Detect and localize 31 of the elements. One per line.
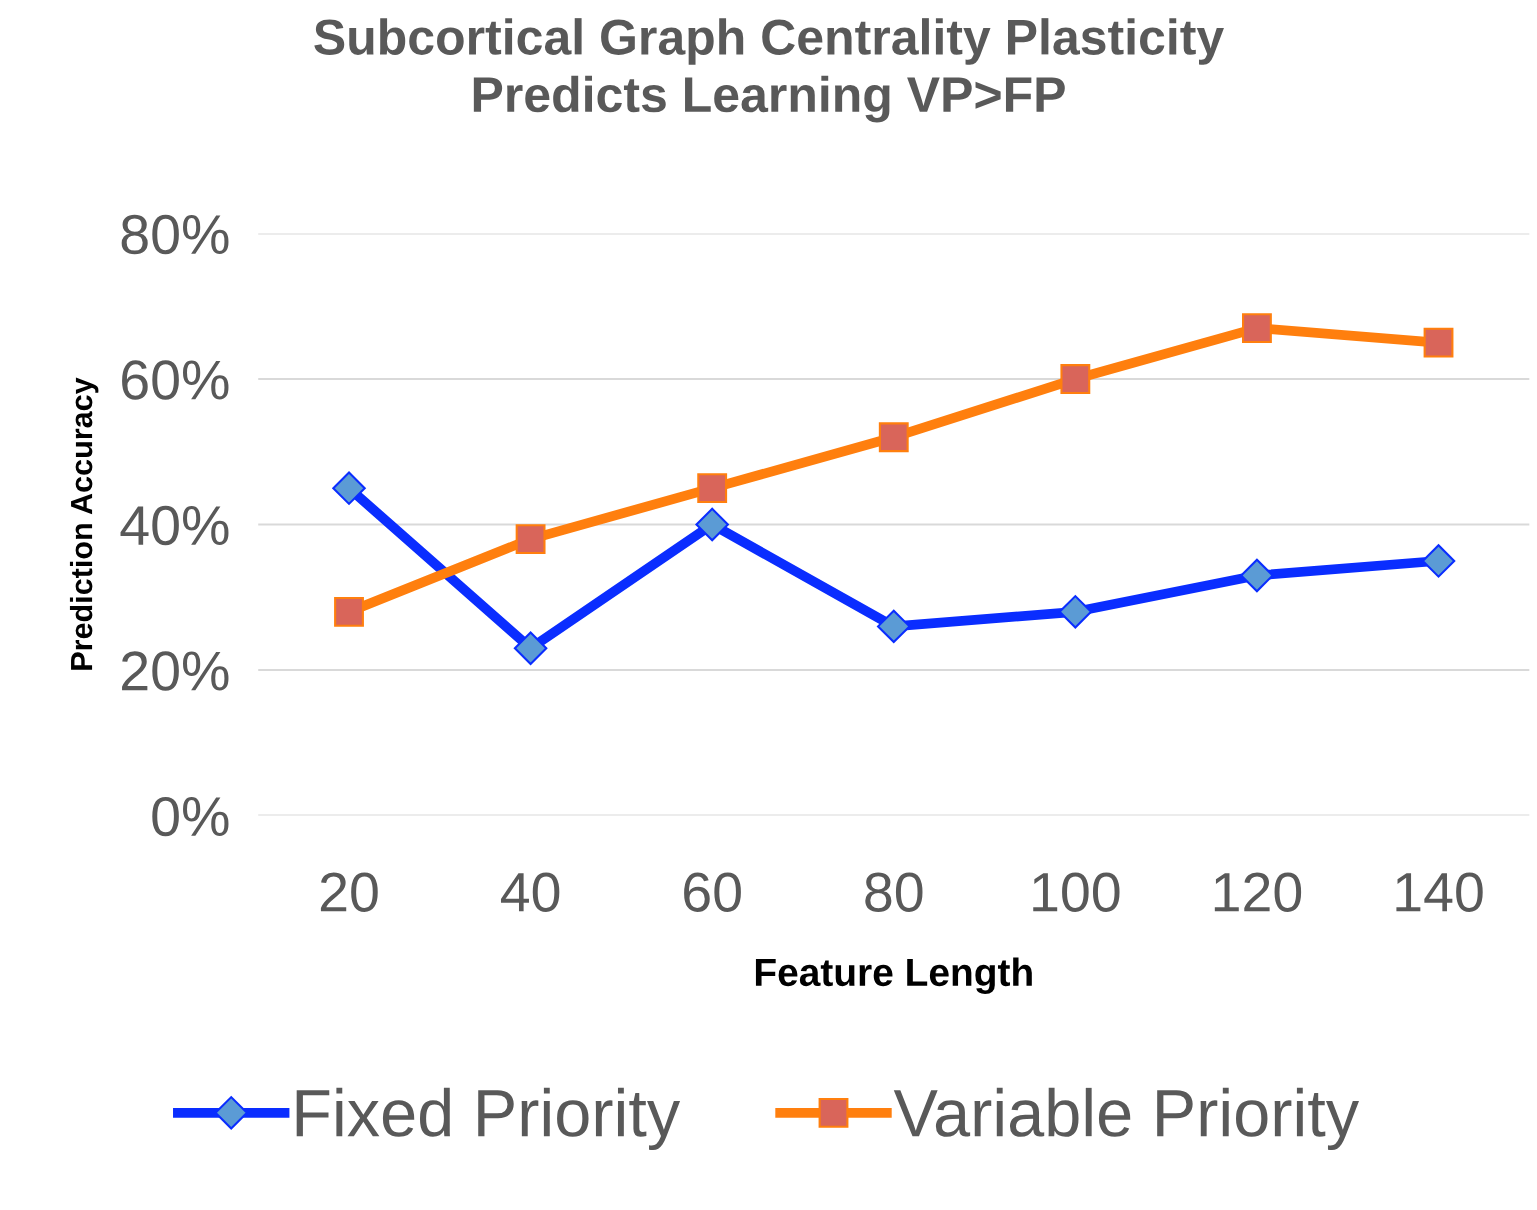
point	[877, 609, 911, 644]
x-tick-label: 80	[865, 872, 923, 912]
y-tick-label: 20%	[122, 651, 229, 691]
legend-label: Variable Priority	[893, 1087, 1359, 1150]
x-axis-title: Feature Length	[755, 957, 1032, 995]
y-tick-label: 40%	[120, 505, 229, 546]
x-tick-label: 120	[1214, 872, 1302, 912]
point	[1242, 313, 1272, 344]
point	[334, 596, 364, 627]
y-axis-title: Prediction Accuracy	[69, 377, 99, 670]
point	[1421, 544, 1456, 578]
point	[515, 524, 546, 555]
point	[1058, 595, 1093, 629]
point	[1060, 364, 1091, 394]
y-tick-label: 0%	[152, 796, 229, 837]
chart-title: Subcortical Graph Centrality Plasticity Predicts Learning VP>FP	[314, 18, 1224, 123]
y-tick-label: 60%	[122, 360, 229, 400]
y-tick-label: 80%	[121, 214, 229, 255]
point	[878, 422, 909, 453]
point	[332, 471, 366, 505]
x-tick-label: 20	[320, 872, 378, 912]
x-tick-label: 60	[684, 872, 741, 912]
point	[513, 631, 548, 665]
point	[697, 473, 728, 504]
x-tick-label: 40	[500, 872, 560, 912]
x-tick-label: 100	[1033, 872, 1120, 912]
point	[1240, 558, 1274, 593]
point	[1423, 327, 1454, 358]
x-tick-label: 140	[1396, 872, 1483, 912]
legend-label: Fixed Priority	[296, 1087, 681, 1150]
point	[695, 507, 729, 542]
